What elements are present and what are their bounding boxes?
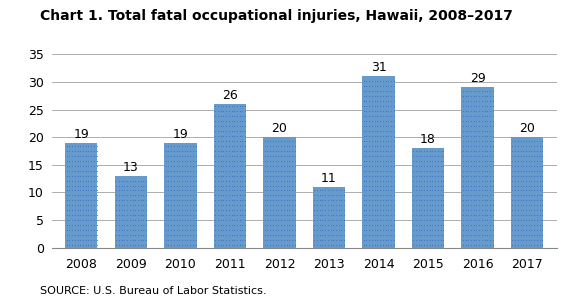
Bar xyxy=(412,148,444,248)
Text: SOURCE: U.S. Bureau of Labor Statistics.: SOURCE: U.S. Bureau of Labor Statistics. xyxy=(40,286,267,296)
Text: 11: 11 xyxy=(321,172,337,185)
Bar xyxy=(511,137,543,248)
Text: Chart 1. Total fatal occupational injuries, Hawaii, 2008–2017: Chart 1. Total fatal occupational injuri… xyxy=(40,9,513,23)
Bar xyxy=(263,137,296,248)
Text: 20: 20 xyxy=(519,122,535,135)
Text: 29: 29 xyxy=(470,72,486,85)
Text: 31: 31 xyxy=(371,61,386,74)
Text: 19: 19 xyxy=(173,127,188,140)
Bar xyxy=(65,143,98,248)
Bar xyxy=(461,88,494,248)
Bar xyxy=(115,176,147,248)
Bar xyxy=(313,187,345,248)
Text: 18: 18 xyxy=(420,133,436,146)
Text: 26: 26 xyxy=(222,89,238,102)
Text: 20: 20 xyxy=(272,122,288,135)
Text: 13: 13 xyxy=(123,161,139,174)
Bar xyxy=(164,143,196,248)
Bar xyxy=(214,104,246,248)
Text: 19: 19 xyxy=(73,127,89,140)
Bar xyxy=(362,76,394,248)
